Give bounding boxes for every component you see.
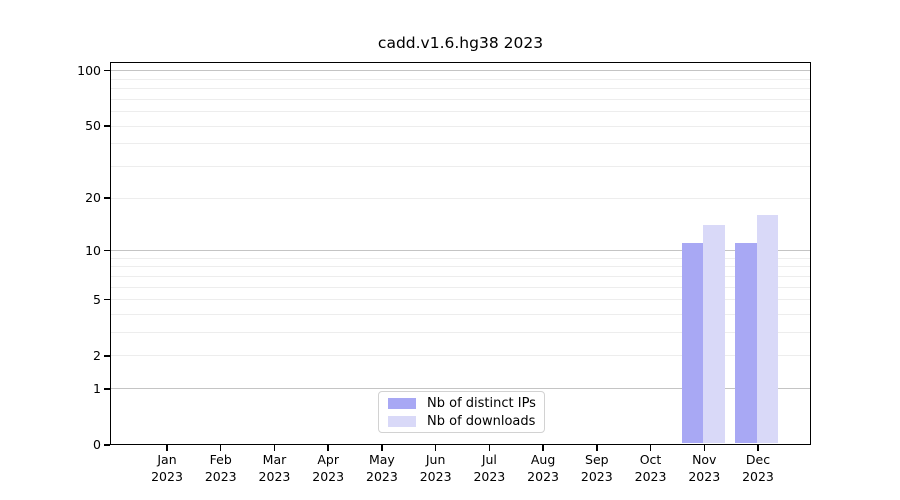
major-gridline — [111, 70, 810, 72]
y-tick-mark — [104, 69, 110, 72]
y-tick-label: 5 — [93, 291, 101, 307]
minor-gridline — [111, 257, 810, 259]
minor-gridline — [111, 88, 810, 90]
y-tick-label: 10 — [85, 242, 101, 258]
x-tick-mark — [166, 445, 168, 451]
plot-area — [110, 62, 811, 445]
minor-gridline — [111, 299, 810, 301]
y-tick-mark — [104, 388, 110, 390]
major-gridline — [111, 250, 810, 252]
x-tick-label: Mar 2023 — [258, 452, 291, 484]
legend-label: Nb of downloads — [427, 413, 536, 429]
x-tick-label: Apr 2023 — [312, 452, 345, 484]
legend-label: Nb of distinct IPs — [427, 395, 536, 411]
x-tick-label: Jan 2023 — [151, 452, 183, 484]
minor-gridline — [111, 143, 810, 145]
minor-gridline — [111, 286, 810, 288]
x-tick-mark — [542, 445, 544, 451]
major-gridline — [111, 388, 810, 390]
x-tick-mark — [434, 445, 437, 451]
bar-downloads — [703, 224, 725, 443]
x-tick-label: Aug 2023 — [527, 452, 559, 484]
minor-gridline — [111, 275, 810, 277]
y-tick-mark — [104, 355, 110, 357]
minor-gridline — [111, 78, 810, 80]
y-tick-label: 50 — [85, 118, 101, 134]
minor-gridline — [111, 165, 810, 167]
x-tick-label: Dec 2023 — [742, 452, 774, 484]
y-tick-mark — [104, 444, 110, 446]
x-tick-label: May 2023 — [366, 452, 398, 484]
legend: Nb of distinct IPs Nb of downloads — [378, 391, 545, 433]
minor-gridline — [111, 125, 810, 127]
x-tick-label: Jun 2023 — [419, 452, 452, 484]
x-tick-mark — [757, 445, 759, 451]
legend-item-downloads: Nb of downloads — [388, 414, 535, 429]
x-tick-mark — [327, 445, 329, 451]
x-tick-mark — [219, 445, 222, 451]
x-tick-label: Nov 2023 — [688, 452, 721, 484]
minor-gridline — [111, 266, 810, 268]
legend-swatch-downloads — [388, 415, 416, 427]
x-tick-mark — [596, 445, 598, 451]
minor-gridline — [111, 98, 810, 100]
x-tick-mark — [381, 445, 383, 451]
x-tick-mark — [649, 445, 652, 451]
x-tick-mark — [273, 445, 276, 451]
y-tick-mark — [104, 298, 110, 301]
y-tick-mark — [104, 249, 110, 252]
x-tick-label: Feb 2023 — [204, 452, 237, 484]
legend-item-distinct-ips: Nb of distinct IPs — [388, 395, 536, 411]
y-tick-mark — [104, 197, 110, 199]
minor-gridline — [111, 197, 810, 199]
minor-gridline — [111, 111, 810, 113]
y-tick-label: 1 — [93, 380, 101, 396]
x-tick-label: Oct 2023 — [634, 452, 667, 484]
y-tick-label: 100 — [77, 62, 101, 78]
chart-title: cadd.v1.6.hg38 2023 — [377, 34, 544, 52]
y-tick-mark — [104, 125, 110, 127]
minor-gridline — [111, 313, 810, 315]
minor-gridline — [111, 332, 810, 334]
x-tick-label: Sep 2023 — [580, 452, 613, 484]
bar-downloads — [756, 214, 779, 443]
y-tick-label: 20 — [85, 190, 101, 206]
legend-swatch-distinct-ips — [388, 397, 416, 409]
x-tick-label: Jul 2023 — [473, 452, 506, 484]
x-tick-mark — [703, 445, 706, 451]
minor-gridline — [111, 355, 810, 357]
y-tick-label: 0 — [93, 437, 101, 452]
y-tick-label: 2 — [93, 347, 101, 363]
bar-distinct-ips — [735, 242, 757, 443]
bar-distinct-ips — [681, 242, 704, 443]
x-tick-mark — [488, 445, 491, 451]
